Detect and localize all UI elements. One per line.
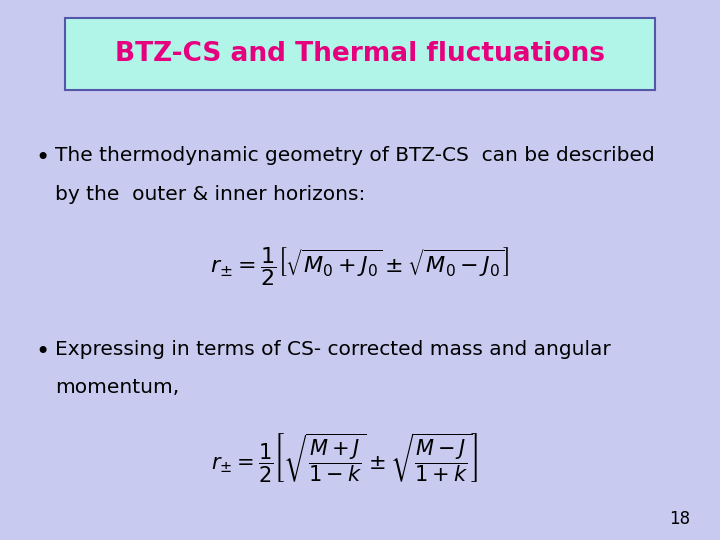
Text: •: • xyxy=(35,146,49,170)
Text: $r_{\pm} = \dfrac{1}{2}\left[\sqrt{\dfrac{M+J}{1-k}} \pm \sqrt{\dfrac{M-J}{1+k}}: $r_{\pm} = \dfrac{1}{2}\left[\sqrt{\dfra… xyxy=(212,431,479,484)
Text: •: • xyxy=(35,340,49,364)
Text: The thermodynamic geometry of BTZ-CS  can be described: The thermodynamic geometry of BTZ-CS can… xyxy=(55,146,654,165)
Text: by the  outer & inner horizons:: by the outer & inner horizons: xyxy=(55,185,365,204)
FancyBboxPatch shape xyxy=(65,18,655,90)
Text: Expressing in terms of CS- corrected mass and angular: Expressing in terms of CS- corrected mas… xyxy=(55,340,611,359)
Text: 18: 18 xyxy=(669,510,690,528)
Text: momentum,: momentum, xyxy=(55,378,179,397)
Text: $r_{\pm} = \dfrac{1}{2}\left[\sqrt{M_0 + J_0} \pm \sqrt{M_0 - J_0}\right]$: $r_{\pm} = \dfrac{1}{2}\left[\sqrt{M_0 +… xyxy=(210,246,510,288)
Text: BTZ-CS and Thermal fluctuations: BTZ-CS and Thermal fluctuations xyxy=(115,41,605,67)
